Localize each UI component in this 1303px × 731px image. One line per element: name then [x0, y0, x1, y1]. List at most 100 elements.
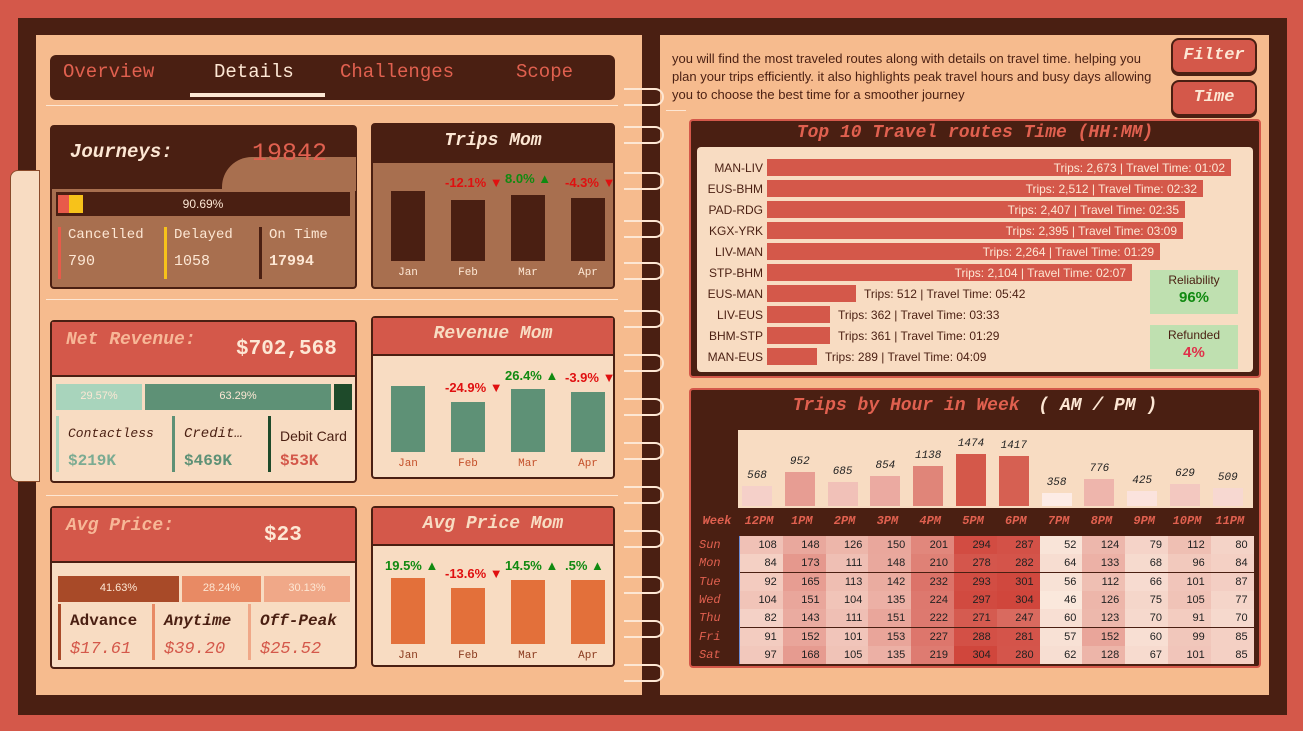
mom-label-jan: Jan	[398, 458, 418, 470]
route-label: Trips: 2,512 | Travel Time: 02:32	[1025, 182, 1197, 196]
credit-value: $469K	[184, 452, 233, 470]
heatmap-cell: 152	[1082, 627, 1126, 646]
trips-by-hour-suffix: ( AM / PM )	[1038, 396, 1158, 416]
heatmap-cell: 108	[740, 536, 783, 554]
binder-ring	[624, 310, 664, 328]
cancelled-value: 790	[68, 253, 96, 270]
route-label: Trips: 362 | Travel Time: 03:33	[838, 308, 1000, 322]
heatmap-cell: 151	[782, 590, 826, 609]
hour-total-bar	[913, 466, 944, 506]
heatmap-cell: 111	[825, 609, 869, 628]
hour-header: 10PM	[1172, 514, 1202, 528]
heatmap-cell: 91	[740, 627, 783, 646]
net-revenue-title: Net Revenue:	[66, 330, 196, 350]
hour-total-bar	[742, 486, 772, 506]
heatmap-cell: 293	[954, 572, 997, 591]
route-row: LIV-MAN Trips: 2,264 | Travel Time: 01:29	[697, 242, 1253, 261]
net-revenue-value: $702,568	[236, 338, 337, 361]
hour-total-label: 1417	[1000, 440, 1027, 452]
day-label: Fri	[699, 629, 721, 644]
mom-bar-mar	[511, 389, 545, 452]
avg-price-value: $23	[264, 524, 302, 547]
route-bar	[767, 306, 830, 323]
credit-share: 63.29%	[145, 384, 331, 410]
tab-details[interactable]: Details	[214, 61, 294, 83]
hour-header: 7PM	[1047, 514, 1070, 528]
week-header: Week	[702, 514, 732, 528]
mom-bar-apr	[571, 198, 605, 261]
route-label: Trips: 2,264 | Travel Time: 01:29	[982, 245, 1154, 259]
route-bar	[767, 243, 1160, 260]
mom-change-mar: 14.5% ▲	[505, 558, 559, 573]
journeys-status-bar: 90.69%	[56, 192, 350, 216]
heatmap-cell: 280	[996, 645, 1040, 664]
cancelled-indicator	[58, 227, 61, 279]
net-revenue-card: Net Revenue: $702,568 29.57% 63.29% Cont…	[50, 320, 357, 483]
revenue-mom-card: Revenue Mom Jan Feb -24.9% ▼ Mar 26.4% ▲ Apr -…	[371, 316, 615, 479]
hour-total-label: 358	[1046, 477, 1067, 489]
hour-total-label: 509	[1217, 472, 1238, 484]
heatmap-cell: 67	[1125, 645, 1168, 664]
heatmap-cell: 105	[825, 645, 869, 664]
heatmap-cell: 278	[954, 554, 997, 573]
tab-scope[interactable]: Scope	[516, 61, 574, 83]
hour-header: 12PM	[744, 514, 774, 528]
binder-ring	[624, 88, 664, 106]
cancelled-label: Cancelled	[68, 227, 144, 243]
trips-mom-card: Trips Mom Jan Feb -12.1% ▼ Mar 8.0% ▲ Apr -4.3…	[371, 123, 615, 289]
anytime-label: Anytime	[164, 612, 232, 630]
hour-header: 5PM	[962, 514, 984, 528]
mom-bar-feb	[451, 402, 485, 452]
contactless-value: $219K	[68, 452, 117, 470]
filter-button[interactable]: Filter	[1171, 38, 1257, 74]
time-button[interactable]: Time	[1171, 80, 1257, 116]
mom-bar-jan	[391, 578, 425, 644]
mom-change-apr: -4.3% ▼	[565, 175, 616, 190]
binder-ring	[624, 262, 664, 280]
hour-total-label: 629	[1175, 468, 1195, 480]
ontime-indicator	[259, 227, 262, 279]
hour-header: 6PM	[1004, 514, 1027, 528]
hour-total-label: 685	[832, 466, 853, 478]
binder-ring	[624, 442, 664, 460]
hour-total-label: 568	[747, 470, 767, 482]
tab-overview[interactable]: Overview	[63, 61, 155, 83]
hour-total-label: 854	[875, 460, 896, 472]
binder-ring	[624, 620, 664, 638]
delayed-indicator	[164, 227, 167, 279]
heatmap-cell: 91	[1168, 609, 1211, 628]
revenue-mom-title: Revenue Mom	[373, 318, 613, 356]
hour-total-bar	[956, 454, 986, 506]
heatmap-cell: 210	[911, 554, 954, 573]
route-name: MAN-EUS	[707, 350, 763, 364]
journeys-value: 19842	[252, 139, 328, 168]
binder-ring	[624, 354, 664, 372]
avg-price-title: Avg Price:	[66, 516, 175, 536]
delayed-value: 1058	[174, 253, 211, 270]
heatmap-cell: 126	[825, 536, 869, 554]
mom-bar-feb	[451, 200, 485, 261]
route-row: EUS-BHM Trips: 2,512 | Travel Time: 02:32	[697, 179, 1253, 198]
heatmap-cell: 82	[740, 609, 783, 628]
heatmap-cell: 297	[954, 590, 997, 609]
heatmap-cell: 224	[911, 590, 954, 609]
heatmap-cell: 85	[1210, 645, 1254, 664]
hour-total-bar	[1084, 479, 1115, 506]
hour-total-bar	[1127, 491, 1158, 506]
mom-bar-apr	[571, 392, 605, 452]
heatmap-cell: 70	[1210, 609, 1254, 628]
debit-label: Debit Card	[280, 428, 347, 444]
day-label: Sun	[699, 538, 721, 552]
route-name: LIV-MAN	[714, 245, 763, 259]
tab-challenges[interactable]: Challenges	[340, 61, 455, 83]
route-label: Trips: 289 | Travel Time: 04:09	[825, 350, 987, 364]
page-description: you will find the most traveled routes a…	[672, 51, 1152, 102]
heatmap-cell: 124	[1082, 536, 1126, 554]
heatmap-cell: 112	[1168, 536, 1211, 554]
advance-share: 41.63%	[58, 576, 179, 602]
cancelled-stat: Cancelled 790	[58, 227, 144, 279]
delayed-label: Delayed	[174, 227, 233, 243]
offpeak-indicator	[248, 604, 251, 660]
route-bar	[767, 327, 830, 344]
heatmap-cell: 101	[1168, 572, 1211, 591]
